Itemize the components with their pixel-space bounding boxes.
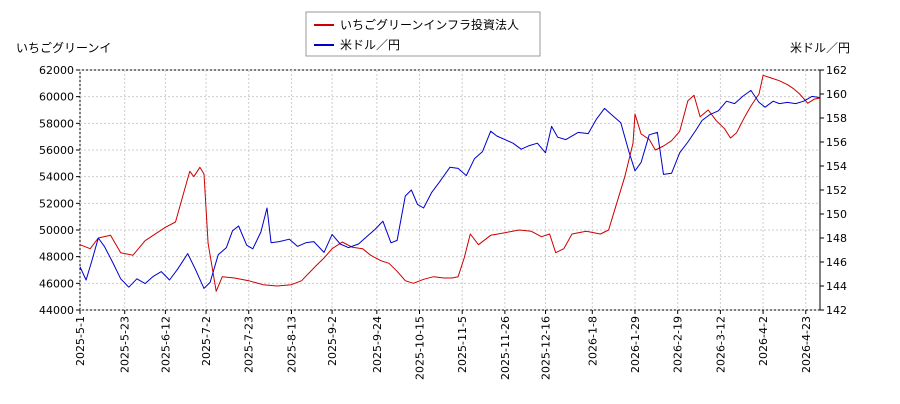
right-tick-label: 154 [826,160,847,173]
legend-label-series-1: いちごグリーンインフラ投資法人 [340,17,519,32]
right-tick-label: 142 [826,304,847,317]
right-tick-label: 150 [826,208,847,221]
series-lines [79,74,821,292]
left-tick-label: 52000 [39,197,74,210]
right-tick-label: 160 [826,88,847,101]
left-tick-label: 62000 [39,64,74,77]
left-axis-label: いちごグリーンイ [16,40,111,55]
right-tick-label: 152 [826,184,847,197]
left-tick-label: 48000 [39,251,74,264]
legend: いちごグリーンインフラ投資法人 米ドル／円 [305,11,541,57]
series-line-2 [79,89,821,289]
x-tick-label: 2026-3-12 [714,316,727,373]
x-axis-ticks: 2025-5-1 2025-5-23 2025-6-12 2025-7-2 2025-7… [74,310,813,380]
x-tick-label: 2025-11-5 [456,316,469,373]
x-tick-label: 2026-1-29 [629,316,642,373]
legend-label-series-2: 米ドル／円 [340,38,400,52]
left-tick-label: 54000 [39,171,74,184]
right-axis-ticks: 142 144 146 148 150 152 154 156 158 160 162 [820,64,847,317]
x-tick-label: 2026-1-8 [586,316,599,366]
x-tick-label: 2026-4-2 [757,316,770,366]
left-tick-label: 50000 [39,224,74,237]
left-axis-ticks: 44000 46000 48000 50000 52000 54000 56000 58000… [39,64,80,317]
plot-area [79,69,821,311]
series-line-1 [79,74,821,292]
grid-lines [79,69,820,311]
x-tick-label: 2025-9-2 [326,316,339,366]
x-tick-label: 2026-2-19 [672,316,685,373]
x-tick-label: 2026-4-23 [800,316,813,373]
left-tick-label: 58000 [39,117,74,130]
legend-box [305,11,541,57]
left-tick-label: 60000 [39,91,74,104]
x-tick-label: 2025-5-23 [119,316,132,373]
left-tick-label: 44000 [39,304,74,317]
left-tick-label: 56000 [39,144,74,157]
x-tick-label: 2025-10-15 [414,316,427,380]
x-tick-label: 2025-9-24 [371,316,384,373]
x-tick-label: 2025-11-26 [499,316,512,380]
x-tick-label: 2025-7-2 [200,316,213,366]
right-tick-label: 162 [826,64,847,77]
left-tick-label: 46000 [39,277,74,290]
x-tick-label: 2025-5-1 [74,316,87,366]
x-tick-label: 2025-6-12 [159,316,172,373]
x-tick-label: 2025-12-16 [540,316,553,380]
right-tick-label: 148 [826,232,847,245]
right-axis-label: 米ドル／円 [790,41,850,55]
right-tick-label: 158 [826,112,847,125]
x-tick-label: 2025-8-13 [285,316,298,373]
right-tick-label: 156 [826,136,847,149]
right-tick-label: 144 [826,280,847,293]
x-tick-label: 2025-7-23 [243,316,256,373]
right-tick-label: 146 [826,256,847,269]
